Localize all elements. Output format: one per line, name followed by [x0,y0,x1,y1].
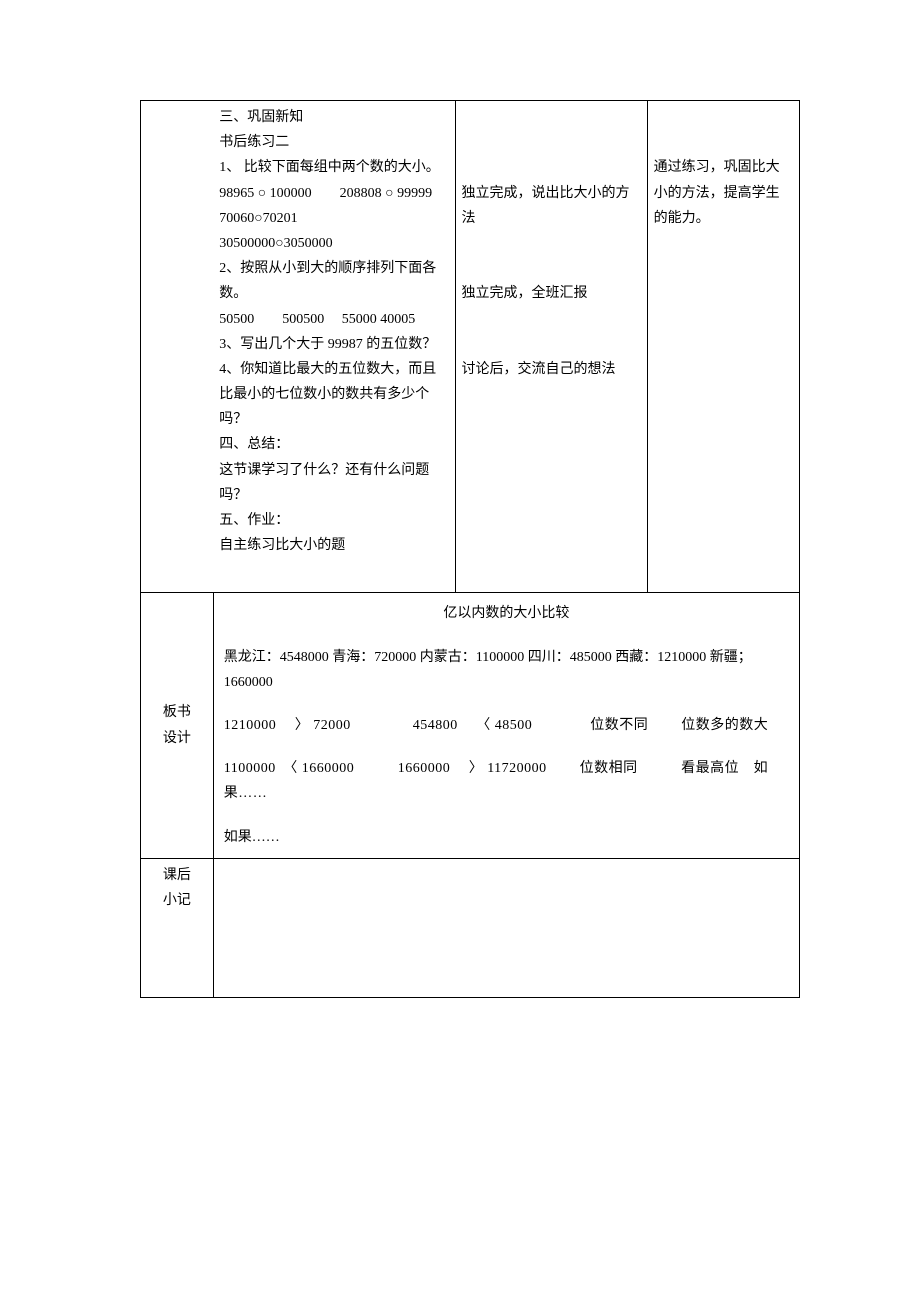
line: 通过练习，巩固比大小的方法，提高学生的能力。 [654,155,793,231]
board-design-content: 亿以内数的大小比较 黑龙江：4548000 青海：720000 内蒙古：1100… [213,593,799,858]
line: 30500000○3050000 [219,231,448,256]
row1-empty-label [141,101,214,593]
teaching-steps-cell: 三、巩固新知 书后练习二 1、 比较下面每组中两个数的大小。 98965 ○ 1… [213,101,455,593]
board-p3: 1100000 〈 1660000 1660000 〉 11720000 位数相… [224,756,789,806]
line: 独立完成，全班汇报 [462,281,641,306]
line [462,332,641,357]
line: 这节课学习了什么？还有什么问题吗？ [219,458,448,508]
line: 讨论后，交流自己的想法 [462,357,641,382]
spacer [219,558,448,588]
line: 3、写出几个大于 99987 的五位数？ [219,332,448,357]
after-class-notes-row: 课后小记 [141,858,800,997]
line [462,256,641,281]
line: 自主练习比大小的题 [219,533,448,558]
line: 独立完成，说出比大小的方法 [462,181,641,231]
line: 五、作业： [219,508,448,533]
line [462,231,641,256]
design-intent-cell: 通过练习，巩固比大小的方法，提高学生的能力。 [647,101,799,593]
line [654,105,793,130]
notes-label: 课后小记 [141,858,214,997]
page: 三、巩固新知 书后练习二 1、 比较下面每组中两个数的大小。 98965 ○ 1… [0,0,920,1302]
line: 1、 比较下面每组中两个数的大小。 [219,155,448,180]
student-activity-cell: 独立完成，说出比大小的方法 独立完成，全班汇报 讨论后，交流自己的想法 [455,101,647,593]
line [462,155,641,180]
lesson-table: 三、巩固新知 书后练习二 1、 比较下面每组中两个数的大小。 98965 ○ 1… [140,100,800,998]
board-design-label: 板书设计 [141,593,214,858]
board-p2: 1210000 〉 72000 454800 〈 48500 位数不同 位数多的… [224,713,789,738]
line: 4、你知道比最大的五位数大，而且比最小的七位数小的数共有多少个吗？ [219,357,448,433]
line: 书后练习二 [219,130,448,155]
line: 98965 ○ 100000 208808 ○ 99999 [219,181,448,206]
line: 四、总结： [219,432,448,457]
line: 2、按照从小到大的顺序排列下面各数。 [219,256,448,306]
board-p4: 如果…… [224,825,789,850]
board-title: 亿以内数的大小比较 [224,601,789,626]
line: 50500 500500 55000 40005 [219,307,448,332]
board-label-text: 板书设计 [147,700,207,750]
content-row: 三、巩固新知 书后练习二 1、 比较下面每组中两个数的大小。 98965 ○ 1… [141,101,800,593]
line: 70060○70201 [219,206,448,231]
line [462,307,641,332]
line [462,105,641,130]
line: 三、巩固新知 [219,105,448,130]
notes-label-text: 课后小记 [147,863,207,913]
line [654,130,793,155]
line [462,130,641,155]
board-design-row: 板书设计 亿以内数的大小比较 黑龙江：4548000 青海：720000 内蒙古… [141,593,800,858]
notes-content [213,858,799,997]
board-p1: 黑龙江：4548000 青海：720000 内蒙古：1100000 四川：485… [224,645,789,695]
